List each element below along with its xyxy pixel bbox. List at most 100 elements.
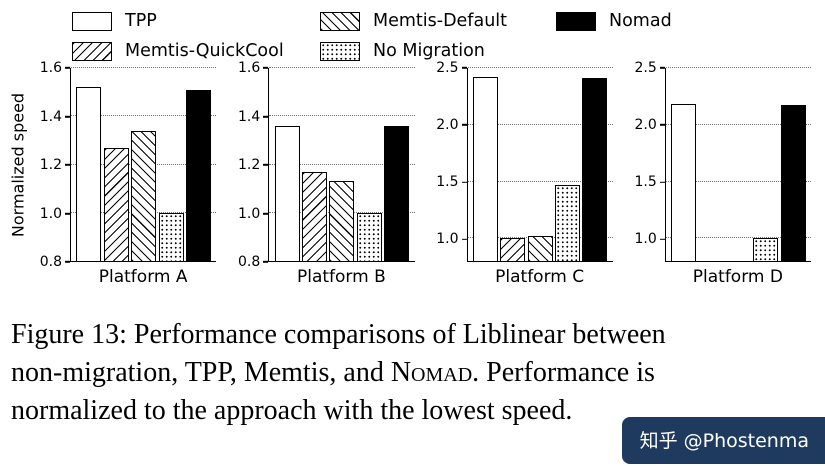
y-tick-mark <box>65 261 70 263</box>
y-axis-ticks: 1.0 1.5 2.0 2.5 <box>427 61 467 262</box>
y-tick-label: 2.5 <box>436 60 459 76</box>
y-tick-mark <box>65 67 70 69</box>
y-tick-label: 1.4 <box>39 108 62 125</box>
gridline <box>665 237 811 239</box>
y-tick-label: 1.5 <box>634 174 657 191</box>
x-axis-label: Platform D <box>692 267 783 287</box>
gridline <box>269 163 415 165</box>
y-tick-mark <box>263 67 269 69</box>
bars-group <box>269 68 414 261</box>
plot-area <box>268 67 415 262</box>
y-tick-label: 2.5 <box>634 60 657 76</box>
legend-label: No Migration <box>373 41 485 61</box>
legend-label: Nomad <box>609 11 672 31</box>
bars-group <box>468 68 613 261</box>
bars-group <box>71 68 216 261</box>
x-axis-label: Platform C <box>495 267 585 287</box>
bar-nomad <box>582 78 608 261</box>
y-axis-ticks: 0.8 1.0 1.2 1.4 1.6 <box>228 61 269 269</box>
bar-nomad <box>780 105 806 261</box>
y-tick-mark <box>659 238 665 240</box>
y-tick-mark <box>461 238 467 240</box>
caption-line-2-pre: non-migration, TPP, Memtis, and <box>11 357 391 388</box>
x-axis-label: Platform B <box>296 267 386 287</box>
y-tick-label: 0.8 <box>237 254 261 270</box>
bar-default <box>329 181 355 261</box>
bar-quickcool <box>103 147 129 261</box>
y-axis-ticks: 0.8 1.0 1.2 1.4 1.6 <box>30 61 70 269</box>
caption-nomad-smallcaps: Nomad <box>390 357 473 388</box>
watermark-text: 知乎 @Phostenma <box>639 430 809 452</box>
y-tick-mark <box>65 115 70 118</box>
y-tick-mark <box>263 212 269 215</box>
bar-nomad <box>185 89 211 261</box>
y-tick-mark <box>659 67 665 69</box>
legend-label: TPP <box>125 11 157 31</box>
bar-nomigration <box>356 212 382 261</box>
y-axis-label-column: Normalized speed <box>6 68 30 262</box>
caption-line-2: non-migration, TPP, Memtis, and Nomad. P… <box>11 354 823 392</box>
y-tick-label: 0.8 <box>39 254 62 270</box>
gridline <box>269 115 415 117</box>
chart-panel-platform-b: 0.8 1.0 1.2 1.4 1.6 Platform B <box>228 61 426 287</box>
bars-group <box>666 68 811 261</box>
gridline <box>467 180 613 182</box>
y-tick-mark <box>461 67 467 69</box>
y-tick-mark <box>263 164 269 166</box>
bar-quickcool <box>302 171 327 261</box>
plot-area <box>70 67 217 262</box>
bar-tpp <box>76 87 102 261</box>
legend-label: Memtis-Default <box>373 11 508 31</box>
chart-panel-platform-a: 0.8 1.0 1.2 1.4 1.6 Platform A <box>30 61 228 287</box>
legend-item-quickcool: Memtis-QuickCool <box>72 41 320 61</box>
legend-item-nomad: Nomad <box>556 11 672 31</box>
y-tick-mark <box>263 115 269 118</box>
caption-line-2-post: . Performance is <box>472 357 655 388</box>
y-tick-mark <box>65 164 70 166</box>
y-tick-label: 2.0 <box>634 117 657 134</box>
y-tick-label: 1.4 <box>237 108 261 125</box>
y-tick-label: 1.6 <box>39 60 62 76</box>
legend-swatch-quickcool-icon <box>72 41 112 61</box>
bar-tpp <box>671 104 697 261</box>
y-tick-mark <box>659 181 665 183</box>
plot-area <box>466 67 613 262</box>
plot-area <box>664 67 811 262</box>
bar-default <box>527 236 553 261</box>
y-tick-mark <box>461 181 467 183</box>
gridline <box>71 115 217 117</box>
legend-item-tpp: TPP <box>72 11 320 31</box>
y-tick-label: 2.0 <box>436 117 459 134</box>
y-tick-label: 1.6 <box>237 60 261 76</box>
gridline <box>665 123 811 125</box>
y-tick-mark <box>659 124 665 126</box>
charts-row: Normalized speed 0.8 1.0 1.2 1.4 1.6 Platform… <box>6 61 823 287</box>
y-axis-label: Normalized speed <box>8 92 28 238</box>
bar-quickcool <box>500 238 526 261</box>
legend-swatch-nomigration-icon <box>320 41 360 61</box>
y-tick-label: 1.2 <box>237 157 261 173</box>
chart-panel-platform-c: 1.0 1.5 2.0 2.5 Platform C <box>427 61 625 287</box>
gridline <box>665 67 811 68</box>
gridline <box>71 67 217 68</box>
bar-nomad <box>384 125 410 261</box>
caption-line-1: Figure 13: Performance comparisons of Li… <box>11 319 666 350</box>
gridline <box>467 123 613 125</box>
y-tick-mark <box>461 124 467 126</box>
chart-panel-platform-d: 1.0 1.5 2.0 2.5 Platform D <box>625 61 823 287</box>
gridline <box>467 67 613 68</box>
y-tick-mark <box>65 212 70 215</box>
legend-swatch-default-icon <box>320 11 360 31</box>
legend-label: Memtis-QuickCool <box>125 41 284 61</box>
chart-legend: TPP Memtis-QuickCool Memtis-Default No Migr… <box>72 6 672 66</box>
gridline <box>665 180 811 182</box>
watermark-badge: 知乎 @Phostenma <box>621 417 825 464</box>
legend-item-nomigration: No Migration <box>320 41 556 61</box>
bar-nomigration <box>753 238 779 261</box>
caption-line-3: normalized to the approach with the lowe… <box>11 395 573 426</box>
y-tick-label: 1.5 <box>436 174 459 191</box>
y-tick-label: 1.0 <box>39 205 62 222</box>
y-tick-label: 1.0 <box>436 231 459 248</box>
figure-caption: Figure 13: Performance comparisons of Li… <box>11 316 823 430</box>
